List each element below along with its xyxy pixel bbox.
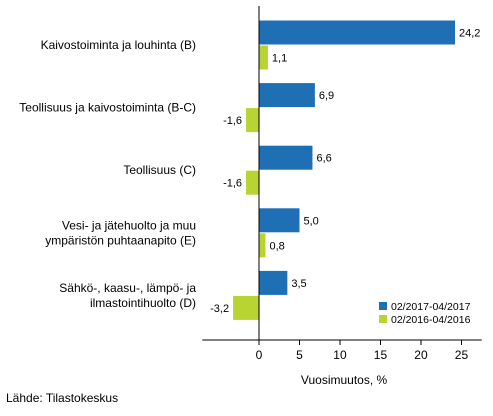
category-label: Kaivostoiminta ja louhinta (B) <box>41 38 196 52</box>
category-label: ilmastointihuolto (D) <box>90 296 196 310</box>
category-label: Vesi- ja jätehuolto ja muu <box>62 218 196 232</box>
category-label: ympäristön puhtaanapito (E) <box>45 233 196 247</box>
x-axis-title: Vuosimuutos, % <box>301 373 388 387</box>
bar-current-0 <box>259 20 455 45</box>
bar-previous-0 <box>259 45 268 70</box>
data-label: 5,0 <box>303 215 318 227</box>
data-label: 6,6 <box>316 153 331 165</box>
legend-swatch <box>379 302 387 310</box>
x-tick-label: 0 <box>256 348 263 362</box>
bar-current-3 <box>259 208 300 233</box>
bar-previous-3 <box>259 233 266 258</box>
bar-previous-1 <box>246 108 259 133</box>
x-tick-label: 10 <box>333 348 347 362</box>
category-label: Teollisuus (C) <box>123 163 196 177</box>
data-label: -3,2 <box>210 303 229 315</box>
category-label: Sähkö-, kaasu-, lämpö- ja <box>59 281 196 295</box>
data-label: 1,1 <box>272 53 287 65</box>
bar-current-2 <box>259 145 313 170</box>
bar-current-4 <box>259 270 288 295</box>
legend-label: 02/2016-04/2016 <box>391 314 471 326</box>
data-label: 3,5 <box>291 278 306 290</box>
data-label: -1,6 <box>223 178 242 190</box>
legend-label: 02/2017-04/2017 <box>391 301 471 313</box>
data-label: 0,8 <box>269 240 284 252</box>
data-label: 6,9 <box>319 90 334 102</box>
x-tick-label: 20 <box>414 348 428 362</box>
bar-previous-2 <box>246 170 259 195</box>
data-label: 24,2 <box>459 28 480 40</box>
x-tick-label: 5 <box>296 348 303 362</box>
bar-previous-4 <box>233 295 259 320</box>
data-label: -1,6 <box>223 115 242 127</box>
x-tick-label: 15 <box>374 348 388 362</box>
category-label: Teollisuus ja kaivostoiminta (B-C) <box>19 101 196 115</box>
x-tick-label: 25 <box>455 348 469 362</box>
source-note: Lähde: Tilastokeskus <box>6 391 119 405</box>
bar-current-1 <box>259 83 315 108</box>
legend-swatch <box>379 315 387 323</box>
